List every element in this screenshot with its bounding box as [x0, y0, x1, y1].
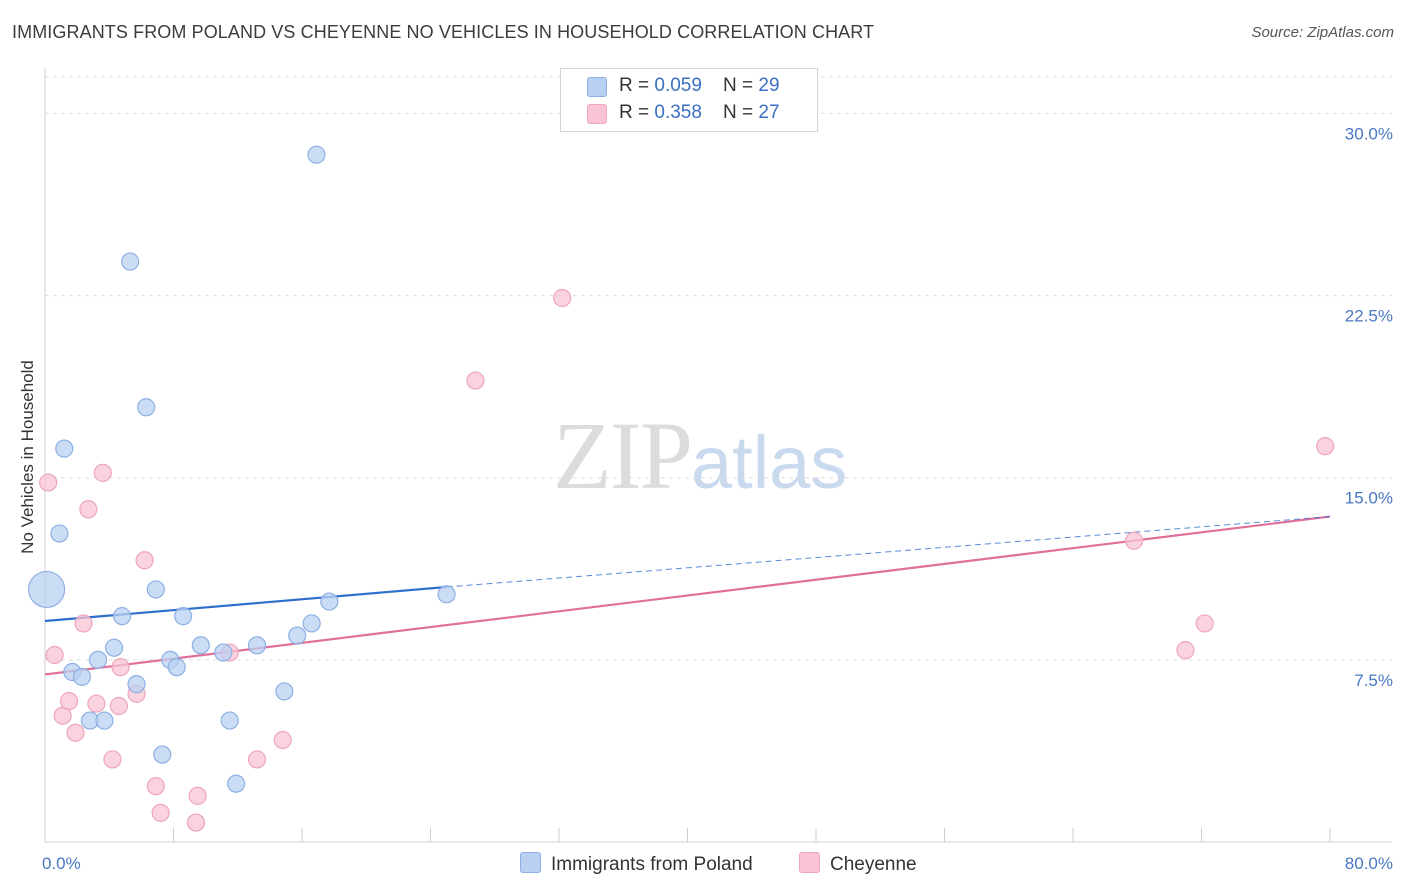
data-point-poland: [153, 745, 172, 764]
legend-r-value-poland: 0.059: [654, 75, 702, 96]
data-point-poland: [247, 636, 267, 655]
data-point-cheyenne: [135, 551, 154, 570]
data-point-cheyenne: [45, 645, 64, 665]
bottom-legend-poland: Immigrants from Poland: [520, 852, 753, 876]
data-point-cheyenne: [1176, 641, 1195, 660]
y-tick-label: 15.0%: [1345, 489, 1393, 508]
legend-text-poland: R = 0.059 N = 29: [619, 75, 780, 97]
watermark-zip: ZIP: [553, 402, 693, 509]
data-point-poland: [307, 145, 326, 164]
data-point-cheyenne: [111, 658, 130, 677]
bottom-legend-swatch-cheyenne: [799, 852, 820, 873]
data-point-poland: [214, 643, 233, 662]
data-point-poland: [95, 711, 114, 730]
data-point-poland: [191, 636, 210, 655]
trend-line-poland-extension: [446, 516, 1331, 588]
data-point-cheyenne: [93, 463, 112, 482]
y-tick-label: 22.5%: [1345, 307, 1393, 326]
data-point-poland: [288, 626, 307, 645]
data-point-cheyenne: [1316, 437, 1335, 456]
data-point-cheyenne: [87, 694, 106, 713]
data-point-poland: [437, 585, 456, 604]
data-point-poland: [302, 614, 321, 633]
data-point-poland: [220, 711, 239, 730]
legend-text-cheyenne: R = 0.358 N = 27: [619, 102, 780, 124]
data-point-cheyenne: [466, 371, 485, 390]
legend-r-value-cheyenne: 0.358: [654, 102, 702, 123]
data-point-poland: [121, 252, 140, 271]
bottom-legend-swatch-poland: [520, 852, 541, 873]
x-tick-label-min: 0.0%: [42, 854, 81, 873]
data-point-poland: [320, 592, 339, 611]
data-point-cheyenne: [247, 750, 267, 769]
data-point-cheyenne: [1195, 614, 1214, 633]
legend-swatch-cheyenne: [587, 104, 607, 124]
data-point-cheyenne: [74, 614, 93, 633]
legend-n-value-cheyenne: 27: [758, 102, 780, 123]
data-point-poland: [55, 439, 74, 458]
x-tick-label-max: 80.0%: [1345, 854, 1393, 873]
stats-legend: R = 0.059 N = 29 R = 0.358 N = 27: [560, 68, 818, 132]
data-point-cheyenne: [59, 692, 79, 711]
trend-line-poland: [44, 585, 447, 623]
data-point-cheyenne: [39, 473, 58, 492]
data-point-cheyenne: [553, 288, 572, 308]
data-point-cheyenne: [151, 803, 170, 822]
data-point-cheyenne: [66, 723, 85, 742]
watermark-atlas: atlas: [691, 421, 848, 504]
tick-label-layer: 7.5% 15.0% 22.5% 30.0% 0.0% 80.0%: [42, 124, 1393, 873]
bottom-legend-cheyenne: Cheyenne: [799, 852, 917, 876]
points-layer: [28, 145, 1335, 832]
legend-n-value-poland: 29: [758, 75, 780, 96]
data-point-poland: [112, 607, 132, 626]
data-point-cheyenne: [79, 500, 98, 519]
data-point-poland: [50, 524, 69, 543]
data-point-poland: [137, 398, 156, 417]
grid-layer: [45, 76, 1392, 661]
data-point-poland: [146, 580, 165, 599]
data-point-cheyenne: [146, 777, 165, 796]
axis-layer: [44, 68, 1392, 843]
watermark: ZIPatlas: [553, 400, 847, 511]
data-point-cheyenne: [109, 696, 128, 716]
bottom-legend-label-poland: Immigrants from Poland: [551, 854, 753, 875]
data-point-poland: [167, 658, 186, 677]
data-point-poland: [275, 682, 294, 701]
y-tick-label: 30.0%: [1345, 124, 1393, 143]
data-point-cheyenne: [103, 750, 122, 769]
legend-r-label: R =: [619, 75, 655, 96]
data-point-cheyenne: [273, 730, 292, 750]
bottom-legend-label-cheyenne: Cheyenne: [830, 854, 917, 875]
data-point-poland: [174, 607, 193, 626]
data-point-poland: [28, 570, 66, 609]
legend-n-label: N =: [723, 75, 759, 96]
data-point-poland: [227, 774, 246, 793]
data-point-poland: [104, 638, 124, 657]
y-tick-label: 7.5%: [1354, 671, 1393, 690]
source-label: Source: ZipAtlas.com: [1251, 24, 1394, 41]
legend-swatch-poland: [587, 77, 607, 97]
legend-r-label: R =: [619, 102, 655, 123]
chart-title: IMMIGRANTS FROM POLAND VS CHEYENNE NO VE…: [12, 22, 875, 42]
data-point-poland: [127, 675, 146, 694]
data-point-cheyenne: [188, 786, 207, 805]
legend-n-label: N =: [723, 102, 759, 123]
data-point-cheyenne: [186, 813, 206, 832]
data-point-poland: [88, 650, 108, 669]
data-point-cheyenne: [1124, 531, 1144, 550]
data-point-poland: [72, 667, 92, 686]
